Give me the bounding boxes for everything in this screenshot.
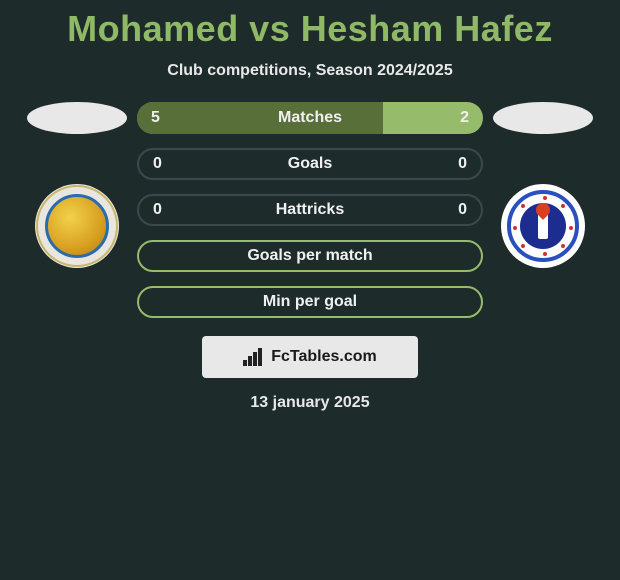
stat-label: Min per goal: [139, 293, 481, 311]
stat-bar: Goals per match: [137, 240, 483, 272]
stat-label: Goals per match: [139, 247, 481, 265]
stat-value-left: 0: [153, 201, 162, 219]
comparison-card: Mohamed vs Hesham Hafez Club competition…: [0, 0, 620, 412]
stat-bar: Goals0 0: [137, 148, 483, 180]
club-badge-right: [501, 184, 585, 268]
stat-label: Hattricks: [139, 201, 481, 219]
player-avatar-right: [493, 102, 593, 134]
date-label: 13 january 2025: [250, 394, 369, 412]
stat-value-right: 0: [458, 155, 467, 173]
stat-bar: Matches52: [137, 102, 483, 134]
stat-label: Goals: [139, 155, 481, 173]
main-row: Matches52Goals00Hattricks00Goals per mat…: [0, 102, 620, 318]
right-column: [483, 102, 603, 268]
club-badge-left: [35, 184, 119, 268]
stats-column: Matches52Goals00Hattricks00Goals per mat…: [137, 102, 483, 318]
stat-value-right: 0: [458, 201, 467, 219]
stat-value-right: 2: [460, 109, 469, 127]
left-column: [17, 102, 137, 268]
page-title: Mohamed vs Hesham Hafez: [67, 8, 553, 50]
stat-value-left: 5: [151, 109, 160, 127]
watermark: FcTables.com: [202, 336, 418, 378]
stat-value-left: 0: [153, 155, 162, 173]
bar-chart-icon: [243, 348, 265, 366]
stat-bar: Min per goal: [137, 286, 483, 318]
subtitle: Club competitions, Season 2024/2025: [167, 62, 452, 80]
player-avatar-left: [27, 102, 127, 134]
stat-bar: Hattricks0 0: [137, 194, 483, 226]
watermark-label: FcTables.com: [271, 348, 377, 366]
